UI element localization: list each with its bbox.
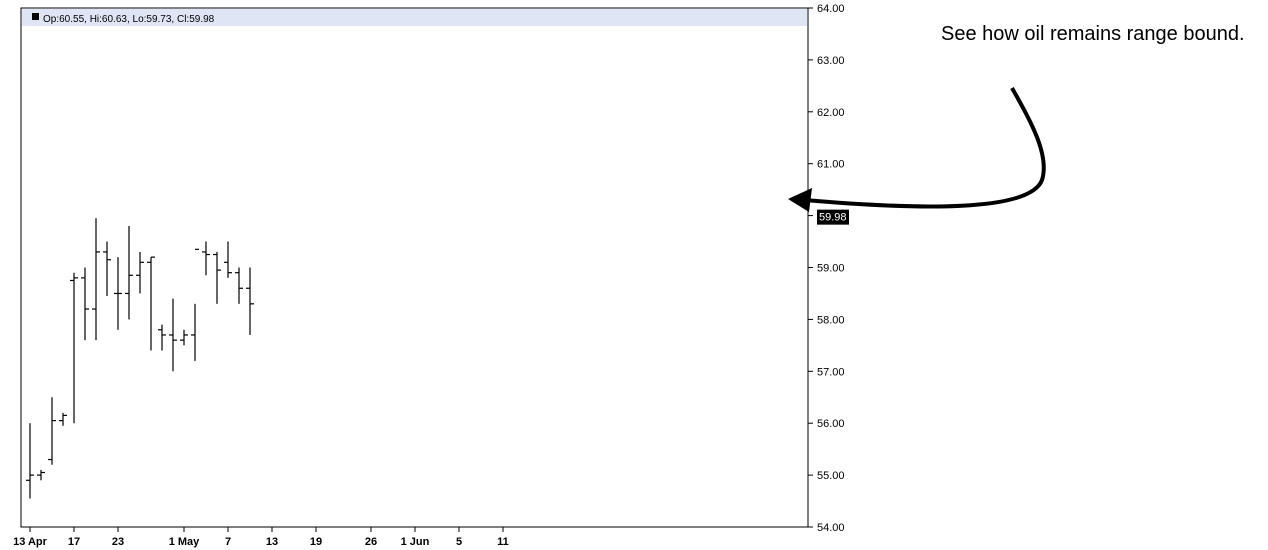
ohlc-bar	[70, 272, 78, 424]
last-price-badge: 59.98	[817, 209, 849, 225]
annotation-arrow	[804, 87, 1046, 209]
y-tick-label: 57.00	[817, 366, 845, 378]
x-tick-label: 13 Apr	[13, 536, 48, 548]
y-axis: 54.00 55.00 56.00 57.00 58.00 59.00 61.00 62.00…	[808, 3, 845, 534]
ohlc-bar	[26, 423, 34, 499]
x-tick-label: 7	[225, 536, 231, 548]
ohlc-bar	[147, 256, 155, 351]
ohlc-bar	[180, 329, 188, 346]
x-tick-label: 17	[68, 536, 80, 548]
ohlc-bar	[158, 324, 166, 351]
y-tick-label: 64.00	[817, 3, 845, 15]
x-axis: 13 Apr 17 23 1 May 7 13 19 26 1 Jun 5 11	[13, 527, 509, 548]
last-price-label: 59.98	[819, 212, 847, 224]
legend-bar	[22, 9, 807, 26]
ohlc-bar	[114, 257, 122, 330]
x-tick-label: 23	[112, 536, 124, 548]
y-tick-label: 54.00	[817, 522, 845, 534]
ohlc-bar	[246, 267, 254, 335]
ohlc-bar	[202, 241, 210, 276]
ohlc-bar	[169, 298, 177, 372]
ohlc-bars	[26, 218, 254, 499]
x-tick-label: 1 May	[169, 536, 200, 548]
ohlc-bar	[59, 412, 67, 426]
annotation-text: See how oil remains range bound.	[941, 23, 1245, 45]
y-tick-label: 62.00	[817, 107, 845, 119]
x-tick-label: 11	[497, 536, 509, 548]
y-tick-label: 61.00	[817, 159, 845, 171]
y-tick-label: 58.00	[817, 314, 845, 326]
ohlc-bar	[235, 267, 243, 304]
x-tick-label: 19	[310, 536, 322, 548]
ohlc-bar	[48, 397, 56, 465]
ohlc-bar	[191, 248, 199, 361]
y-tick-label: 59.00	[817, 263, 845, 275]
x-tick-label: 26	[365, 536, 377, 548]
ohlc-bar	[81, 267, 89, 341]
y-tick-label: 55.00	[817, 470, 845, 482]
ohlc-bar	[213, 251, 221, 304]
ohlc-bar	[103, 241, 111, 297]
legend-square-icon	[32, 13, 39, 20]
ohlc-bar	[37, 469, 45, 481]
x-tick-label: 13	[266, 536, 278, 548]
ohlc-bar	[92, 218, 100, 341]
arrowhead-icon	[788, 188, 812, 212]
y-tick-label: 63.00	[817, 55, 845, 67]
y-tick-label: 56.00	[817, 418, 845, 430]
x-tick-label: 1 Jun	[401, 536, 430, 548]
plot-area	[20, 7, 809, 528]
x-tick-label: 5	[456, 536, 462, 548]
ohlc-bar	[125, 225, 133, 320]
ohlc-bar	[224, 241, 232, 278]
ohlc-legend: Op:60.55, Hi:60.63, Lo:59.73, Cl:59.98	[43, 14, 215, 25]
ohlc-bar	[136, 251, 144, 294]
